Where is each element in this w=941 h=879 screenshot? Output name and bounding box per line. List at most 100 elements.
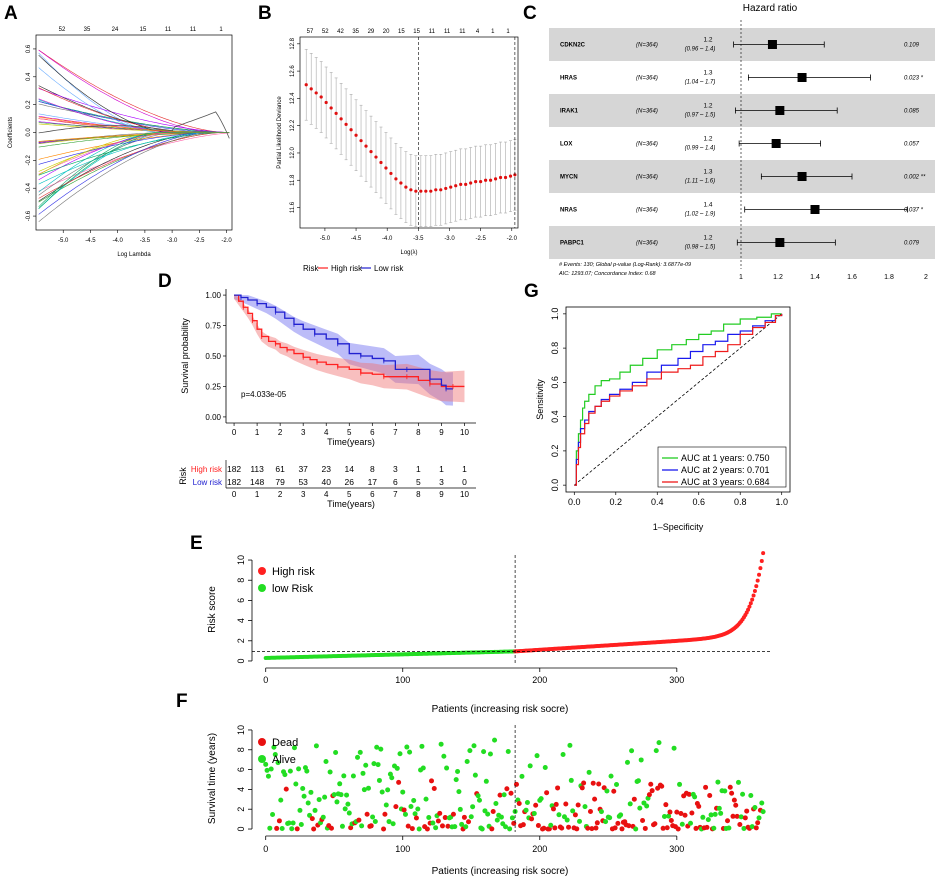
status-point-alive bbox=[608, 773, 614, 779]
status-point-alive bbox=[419, 743, 425, 749]
status-point-alive bbox=[527, 763, 533, 769]
status-point-dead bbox=[401, 807, 407, 813]
legend-marker-low bbox=[258, 584, 266, 592]
top-tick-label: 24 bbox=[112, 27, 119, 33]
x-axis-title: Log(λ) bbox=[400, 250, 417, 256]
deviance-point bbox=[344, 122, 348, 126]
status-point-dead bbox=[652, 821, 658, 827]
risk-point-high bbox=[759, 558, 764, 563]
coef-path-28 bbox=[38, 132, 230, 215]
status-point-alive bbox=[346, 810, 352, 816]
status-point-alive bbox=[567, 742, 573, 748]
status-point-alive bbox=[582, 804, 588, 810]
deviance-point bbox=[508, 174, 513, 178]
forest-hr: 1.2 bbox=[703, 235, 712, 242]
panel-label-C: C bbox=[523, 3, 537, 24]
risk-point-high bbox=[755, 578, 760, 583]
status-point-dead bbox=[382, 811, 388, 817]
status-point-alive bbox=[327, 769, 333, 775]
status-point-dead bbox=[396, 779, 402, 785]
risk-table-count: 113 bbox=[250, 464, 264, 474]
panel-label-F: F bbox=[176, 691, 188, 712]
status-point-dead bbox=[511, 820, 517, 826]
status-point-alive bbox=[438, 741, 444, 747]
status-point-alive bbox=[749, 824, 755, 830]
status-point-alive bbox=[457, 806, 463, 812]
status-point-alive bbox=[433, 825, 439, 831]
status-point-alive bbox=[404, 744, 410, 750]
status-point-alive bbox=[505, 749, 511, 755]
status-point-alive bbox=[444, 765, 450, 771]
status-point-alive bbox=[708, 812, 714, 818]
status-point-alive bbox=[711, 825, 717, 831]
status-point-dead bbox=[431, 785, 437, 791]
y-tick-label: 6 bbox=[236, 767, 246, 772]
status-point-alive bbox=[472, 772, 478, 778]
top-tick-label: 20 bbox=[383, 29, 390, 35]
x-tick-label: -2.0 bbox=[221, 238, 232, 244]
status-point-dead bbox=[646, 792, 652, 798]
risk-x-axis-title: Time(years) bbox=[327, 499, 375, 509]
status-point-alive bbox=[467, 748, 473, 754]
y-tick-label: 0.6 bbox=[26, 44, 32, 53]
status-point-dead bbox=[283, 786, 289, 792]
forest-ci: (0.97 – 1.5) bbox=[685, 113, 716, 119]
status-point-dead bbox=[590, 780, 596, 786]
status-point-alive bbox=[344, 792, 350, 798]
panel-label-D: D bbox=[158, 271, 172, 292]
status-point-dead bbox=[381, 826, 387, 832]
top-tick-label: 11 bbox=[459, 29, 466, 35]
status-point-dead bbox=[276, 818, 282, 824]
status-point-alive bbox=[286, 820, 292, 826]
x-axis-title: Time(years) bbox=[327, 437, 375, 447]
y-axis-title: Sensitivity bbox=[535, 379, 545, 420]
status-point-dead bbox=[450, 811, 456, 817]
y-tick-label: 12.2 bbox=[290, 119, 296, 131]
risk-point-high bbox=[746, 607, 751, 612]
status-point-alive bbox=[375, 762, 381, 768]
status-point-alive bbox=[372, 818, 378, 824]
status-point-alive bbox=[423, 796, 429, 802]
status-point-dead bbox=[445, 823, 451, 829]
forest-pvalue: 0.002 ** bbox=[904, 175, 926, 181]
forest-pvalue: 0.037 * bbox=[904, 208, 924, 214]
forest-pvalue: 0.023 * bbox=[904, 76, 924, 82]
y-tick-label: 1.0 bbox=[550, 308, 560, 321]
top-tick-label: 11 bbox=[429, 29, 436, 35]
status-point-dead bbox=[294, 826, 300, 832]
status-point-alive bbox=[386, 819, 392, 825]
deviance-point bbox=[424, 189, 428, 193]
top-tick-label: 52 bbox=[59, 27, 66, 33]
status-point-dead bbox=[429, 778, 435, 784]
status-point-dead bbox=[594, 820, 600, 826]
coef-path-13 bbox=[38, 49, 230, 133]
status-point-dead bbox=[274, 825, 280, 831]
deviance-point bbox=[339, 117, 343, 121]
status-point-alive bbox=[350, 773, 356, 779]
deviance-point bbox=[474, 180, 478, 184]
status-point-alive bbox=[291, 745, 297, 751]
chart-b: -5.0 -4.5 -4.0 -3.5 -3.0 -2.5 -2.0 11.6 11.8 12.0… bbox=[277, 29, 519, 256]
y-tick-label: 0.00 bbox=[205, 413, 221, 422]
status-point-dead bbox=[742, 815, 748, 821]
forest-hr-marker bbox=[797, 172, 807, 181]
status-point-alive bbox=[492, 737, 498, 743]
deviance-point bbox=[429, 189, 433, 193]
x-tick-label: -3.0 bbox=[444, 236, 455, 242]
legend-label-low: low Risk bbox=[272, 583, 313, 595]
forest-hr: 1.3 bbox=[703, 169, 712, 176]
coef-path-45 bbox=[38, 132, 230, 223]
x-tick-label: -4.0 bbox=[112, 238, 123, 244]
top-tick-label: 1 bbox=[219, 27, 223, 33]
status-point-alive bbox=[287, 768, 293, 774]
top-tick-label: 15 bbox=[413, 29, 420, 35]
roc-curve-3 bbox=[574, 313, 783, 486]
legend-title: Risk bbox=[303, 264, 320, 273]
status-point-dead bbox=[529, 816, 535, 822]
coef-path-26 bbox=[38, 132, 230, 199]
risk-table-count: 1 bbox=[462, 464, 467, 474]
status-point-alive bbox=[603, 819, 609, 825]
status-point-dead bbox=[541, 825, 547, 831]
risk-table-count: 53 bbox=[298, 477, 308, 487]
status-point-dead bbox=[413, 815, 419, 821]
